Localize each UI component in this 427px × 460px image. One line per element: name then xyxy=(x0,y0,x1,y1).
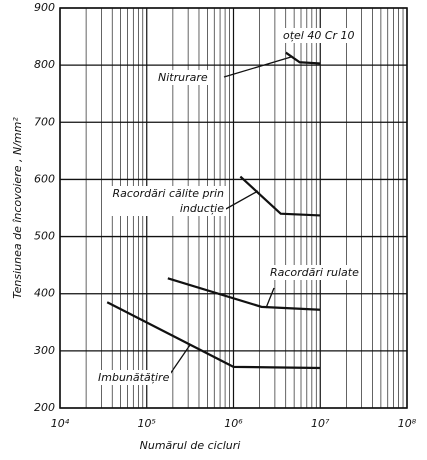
y-tick-label: 200 xyxy=(34,401,55,414)
series-line xyxy=(285,51,321,65)
x-tick-label: 10⁷ xyxy=(311,417,330,430)
leader-line xyxy=(265,287,275,309)
series-label: Racordări rulate xyxy=(268,265,361,280)
x-tick-label: 10⁶ xyxy=(224,417,243,430)
y-tick-label: 800 xyxy=(34,58,55,71)
leader-line xyxy=(223,56,292,78)
series-label: Imbunătățire xyxy=(96,370,172,385)
y-tick-label: 400 xyxy=(34,287,55,300)
y-tick-label: 500 xyxy=(34,230,55,243)
x-axis-label: Numărul de cicluri xyxy=(140,439,241,452)
y-tick-label: 300 xyxy=(34,344,55,357)
annotation: oțel 40 Cr 10 xyxy=(281,28,357,43)
leader-line xyxy=(223,190,259,211)
y-tick-label: 700 xyxy=(34,115,55,128)
series-label: Nitrurare xyxy=(156,70,210,85)
y-tick-label: 600 xyxy=(34,172,55,185)
plot-frame xyxy=(59,7,408,409)
x-tick-label: 10⁸ xyxy=(398,417,417,430)
y-tick-label: 900 xyxy=(34,1,55,14)
series-label: Racordări călite prin inducție xyxy=(104,186,226,216)
series-line xyxy=(106,301,321,370)
series-line xyxy=(239,175,321,217)
series-line xyxy=(167,277,321,311)
y-axis-label: Tensiunea de încovoiere , N/mm² xyxy=(11,117,24,299)
x-tick-label: 10⁴ xyxy=(51,417,70,430)
x-tick-label: 10⁵ xyxy=(138,417,156,430)
